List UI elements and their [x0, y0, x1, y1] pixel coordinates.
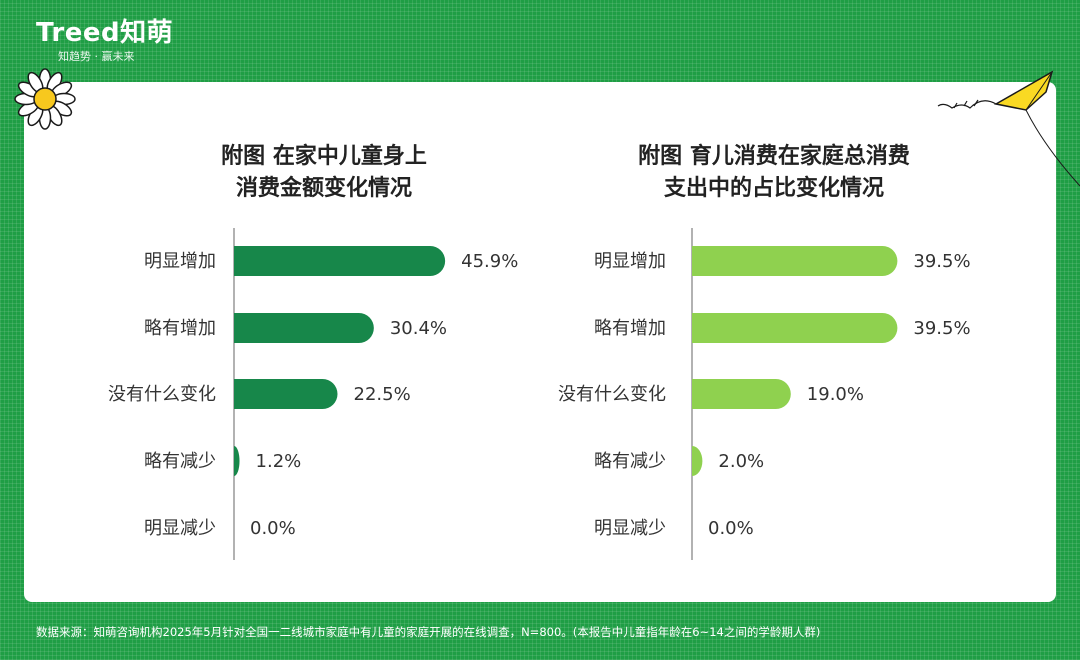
value-label: 39.5% — [913, 251, 970, 272]
chart-title-line: 支出中的占比变化情况 — [664, 175, 884, 201]
bar — [692, 446, 703, 476]
value-label: 39.5% — [913, 318, 970, 339]
daisy-icon — [14, 68, 76, 130]
value-label: 2.0% — [718, 451, 764, 472]
category-label: 明显增加 — [594, 251, 666, 272]
category-label: 明显减少 — [144, 518, 216, 539]
brand-logo: Treed知萌 知趋势 · 赢未来 — [36, 18, 173, 64]
bar — [692, 313, 898, 343]
kite-icon — [937, 70, 1080, 187]
value-label: 1.2% — [256, 451, 302, 472]
brand-name: Treed知萌 — [36, 18, 174, 48]
category-label: 略有减少 — [144, 451, 216, 472]
chart-title-line: 消费金额变化情况 — [236, 175, 412, 201]
category-label: 略有增加 — [144, 318, 216, 339]
category-label: 略有增加 — [594, 318, 666, 339]
bar — [692, 379, 791, 409]
bar — [692, 246, 898, 276]
value-label: 22.5% — [354, 384, 411, 405]
bar — [234, 313, 374, 343]
brand-slogan: 知趋势 · 赢未来 — [58, 50, 135, 63]
category-label: 略有减少 — [594, 451, 666, 472]
category-label: 明显减少 — [594, 518, 666, 539]
chart-card: 附图 在家中儿童身上 消费金额变化情况明显增加 45.9% 略有增加 30.4% 没有什么… — [24, 82, 1056, 602]
bar — [234, 246, 446, 276]
chart-title-line: 附图 育儿消费在家庭总消费 — [638, 143, 910, 169]
data-source-note: 数据来源：知萌咨询机构2025年5月针对全国一二线城市家庭中有儿童的家庭开展的在… — [36, 625, 821, 639]
value-label: 0.0% — [250, 518, 296, 539]
category-label: 没有什么变化 — [108, 384, 216, 405]
value-label: 19.0% — [807, 384, 864, 405]
category-label: 明显增加 — [144, 251, 216, 272]
category-label: 没有什么变化 — [558, 384, 666, 405]
value-label: 45.9% — [461, 251, 518, 272]
value-label: 30.4% — [390, 318, 447, 339]
value-label: 0.0% — [708, 518, 754, 539]
bar — [234, 446, 240, 476]
chart-title-line: 附图 在家中儿童身上 — [221, 143, 427, 169]
bar — [234, 379, 338, 409]
